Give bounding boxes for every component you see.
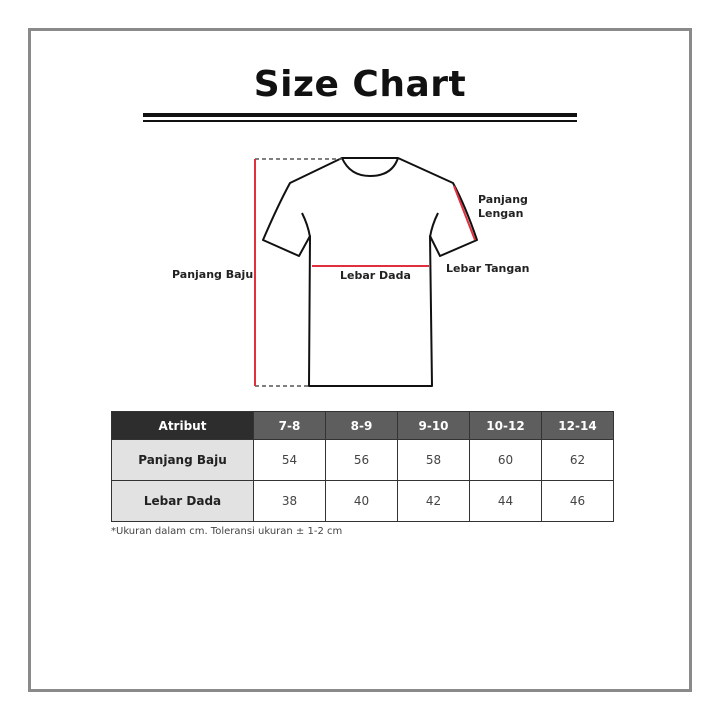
title-divider-thick: [143, 113, 577, 117]
row-label: Panjang Baju: [111, 439, 254, 481]
page-title: Size Chart: [253, 64, 467, 105]
table-header-row: Atribut 7-8 8-9 9-10 10-12 12-14: [111, 411, 614, 440]
table-cell: 46: [541, 480, 614, 522]
page-frame: [28, 28, 692, 692]
tshirt-neckline: [341, 157, 399, 177]
table-row: Panjang Baju 54 56 58 60 62: [111, 439, 614, 481]
header-cell: Atribut: [111, 411, 254, 440]
table-cell: 58: [397, 439, 470, 481]
table-cell: 42: [397, 480, 470, 522]
tshirt-left-armpit: [301, 212, 311, 238]
header-cell: 12-14: [541, 411, 614, 440]
table-cell: 62: [541, 439, 614, 481]
table-row: Lebar Dada 38 40 42 44 46: [111, 480, 614, 522]
label-panjang-lengan-line2: Lengan: [478, 207, 524, 220]
label-panjang-baju: Panjang Baju: [172, 268, 254, 281]
size-table: Atribut 7-8 8-9 9-10 10-12 12-14 Panjang…: [111, 411, 614, 522]
table-cell: 60: [469, 439, 542, 481]
header-cell: 7-8: [253, 411, 326, 440]
table-cell: 56: [325, 439, 398, 481]
label-lebar-dada: Lebar Dada: [340, 269, 411, 282]
tshirt-outline: [262, 157, 478, 387]
header-cell: 10-12: [469, 411, 542, 440]
label-lebar-tangan: Lebar Tangan: [446, 262, 530, 275]
table-cell: 40: [325, 480, 398, 522]
table-cell: 44: [469, 480, 542, 522]
table-cell: 38: [253, 480, 326, 522]
row-label: Lebar Dada: [111, 480, 254, 522]
panjang-lengan-measure-line: [453, 185, 476, 241]
label-panjang-lengan-line1: Panjang: [478, 193, 528, 206]
header-cell: 9-10: [397, 411, 470, 440]
title-divider-thin: [143, 120, 577, 122]
size-note: *Ukuran dalam cm. Toleransi ukuran ± 1-2…: [111, 526, 343, 537]
header-cell: 8-9: [325, 411, 398, 440]
table-cell: 54: [253, 439, 326, 481]
tshirt-right-armpit: [429, 212, 439, 238]
